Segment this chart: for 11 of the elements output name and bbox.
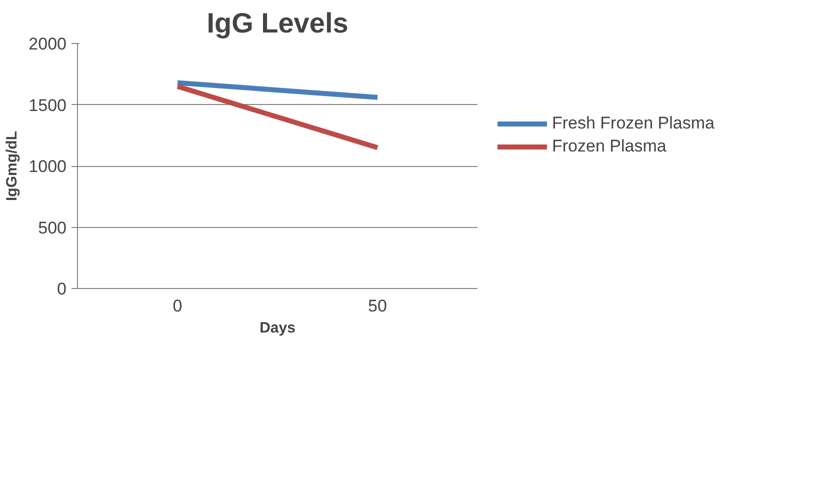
legend-label: Fresh Frozen Plasma xyxy=(552,113,714,134)
y-tick-label: 0 xyxy=(57,280,67,298)
x-axis-title: Days xyxy=(260,320,296,336)
y-tick-label: 1000 xyxy=(28,157,67,176)
x-tick-label: 50 xyxy=(368,296,387,316)
y-tick-label: 500 xyxy=(38,218,67,238)
y-axis-title: IgGmg/dL xyxy=(4,130,21,201)
chart-title: IgG Levels xyxy=(206,8,348,38)
y-tick-label: 2000 xyxy=(28,34,67,54)
legend-label: Frozen Plasma xyxy=(552,136,666,156)
y-tick-label: 1500 xyxy=(28,96,67,115)
